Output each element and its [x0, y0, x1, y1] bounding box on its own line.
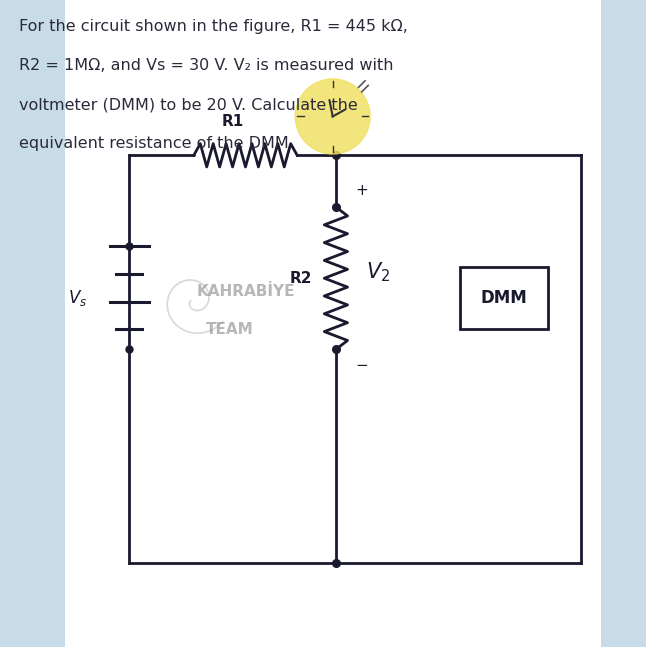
Text: −: − — [355, 358, 368, 373]
Text: R2: R2 — [289, 270, 311, 286]
Text: $V_2$: $V_2$ — [366, 260, 390, 283]
Text: $V_s$: $V_s$ — [68, 288, 87, 307]
Text: voltmeter (DMM) to be 20 V. Calculate the: voltmeter (DMM) to be 20 V. Calculate th… — [19, 97, 358, 112]
Bar — [601, 0, 646, 647]
Text: For the circuit shown in the figure, R1 = 445 kΩ,: For the circuit shown in the figure, R1 … — [19, 19, 408, 34]
Text: R2 = 1MΩ, and Vs = 30 V. V₂ is measured with: R2 = 1MΩ, and Vs = 30 V. V₂ is measured … — [19, 58, 394, 73]
Text: TEAM: TEAM — [205, 322, 253, 338]
Circle shape — [295, 79, 370, 154]
Text: equivalent resistance of the DMM.: equivalent resistance of the DMM. — [19, 136, 295, 151]
Text: KAHRABİYE: KAHRABİYE — [196, 283, 295, 299]
Bar — [0, 0, 65, 647]
Text: DMM: DMM — [481, 289, 527, 307]
Text: +: + — [355, 183, 368, 199]
Text: R1: R1 — [222, 115, 244, 129]
FancyBboxPatch shape — [460, 267, 548, 329]
